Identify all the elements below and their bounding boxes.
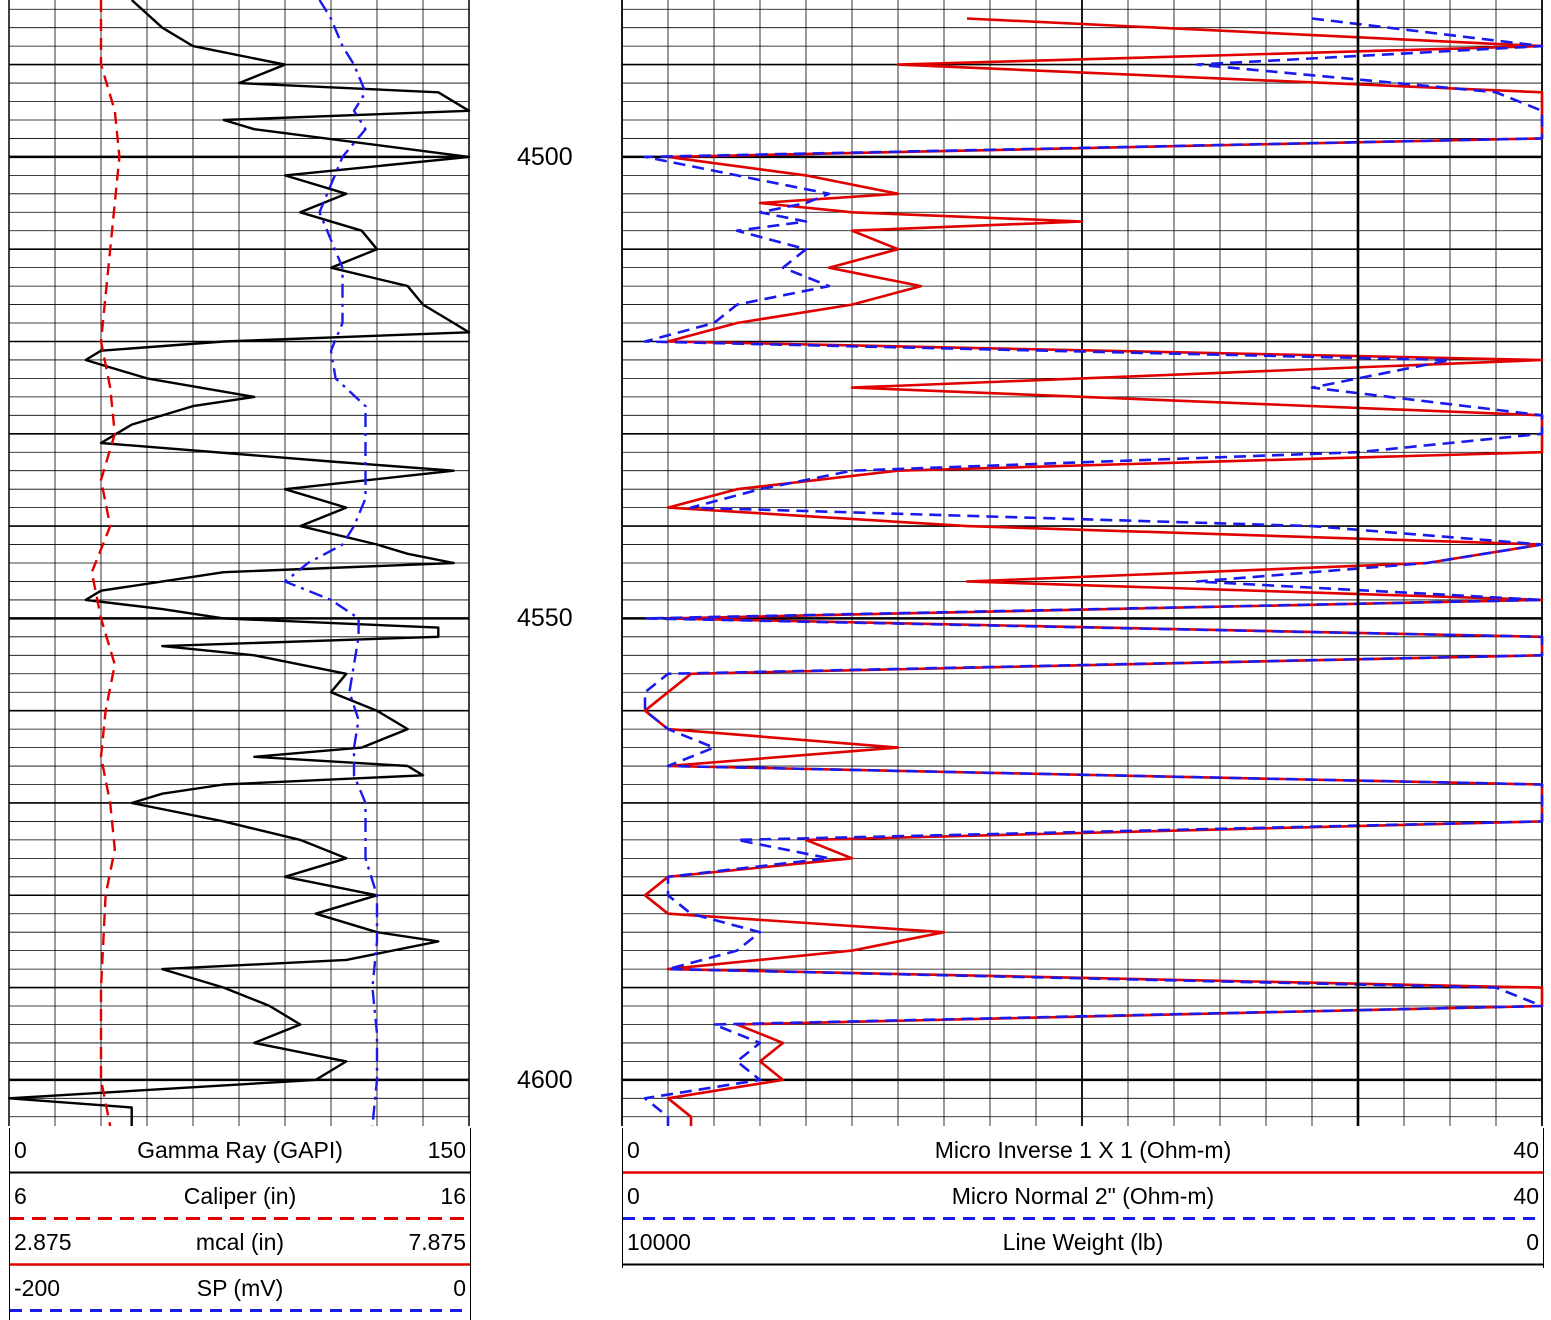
micro-normal-line-sample	[623, 1217, 1543, 1220]
depth-tick-label: 4600	[517, 1065, 573, 1094]
line-weight-max: 0	[1526, 1229, 1539, 1255]
track-1-header: 0 Gamma Ray (GAPI) 150 6 Caliper (in) 16…	[9, 1128, 471, 1320]
gamma-ray-label: Gamma Ray (GAPI)	[137, 1137, 343, 1163]
track-1-grid	[8, 0, 470, 1126]
micro-inverse-1-x-1-ohm-m-curve	[643, 17, 1544, 1126]
header-row-caliper: 6 Caliper (in) 16	[10, 1174, 470, 1220]
header-row-micro-inverse: 0 Micro Inverse 1 X 1 (Ohm-m) 40	[623, 1128, 1543, 1174]
micro-inverse-min: 0	[627, 1137, 640, 1163]
header-row-line-weight: 10000 Line Weight (lb) 0	[623, 1220, 1543, 1266]
caliper-max: 16	[440, 1183, 466, 1209]
gamma-ray-line-sample	[10, 1171, 470, 1174]
header-row-micro-normal: 0 Micro Normal 2" (Ohm-m) 40	[623, 1174, 1543, 1220]
track-1-curves	[7, 0, 471, 1127]
line-weight-min: 10000	[627, 1229, 691, 1255]
header-row-sp: -200 SP (mV) 0	[10, 1266, 470, 1312]
well-log-canvas	[7, 0, 1544, 1127]
micro-normal-max: 40	[1513, 1183, 1539, 1209]
track-2-grid	[621, 0, 1543, 1126]
micro-inverse-label: Micro Inverse 1 X 1 (Ohm-m)	[934, 1137, 1232, 1163]
mcal-label: mcal (in)	[195, 1229, 285, 1255]
caliper-min: 6	[14, 1183, 27, 1209]
header-row-mcal: 2.875 mcal (in) 7.875	[10, 1220, 470, 1266]
sp-label: SP (mV)	[196, 1275, 284, 1301]
caliper-in-curve	[90, 0, 121, 1127]
micro-normal-label: Micro Normal 2" (Ohm-m)	[951, 1183, 1215, 1209]
sp-min: -200	[14, 1275, 61, 1301]
micro-normal-min: 0	[627, 1183, 640, 1209]
gamma-ray-gapi-curve	[7, 0, 471, 1126]
caliper-label: Caliper (in)	[183, 1183, 297, 1209]
track-2-header: 0 Micro Inverse 1 X 1 (Ohm-m) 40 0 Micro…	[622, 1128, 1544, 1268]
line-weight-label: Line Weight (lb)	[1002, 1229, 1164, 1255]
micro-inverse-max: 40	[1513, 1137, 1539, 1163]
depth-tick-label: 4550	[517, 604, 573, 633]
header-row-gamma-ray: 0 Gamma Ray (GAPI) 150	[10, 1128, 470, 1174]
micro-inverse-line-sample	[623, 1171, 1543, 1174]
line-weight-line-sample	[623, 1263, 1543, 1266]
sp-line-sample	[10, 1309, 470, 1312]
track-2-curves	[643, 0, 1544, 1126]
gamma-ray-max: 150	[427, 1137, 466, 1163]
depth-tick-label: 4500	[517, 142, 573, 171]
sp-mv-curve	[283, 0, 379, 1127]
gamma-ray-min: 0	[14, 1137, 27, 1163]
micro-normal-2-ohm-m-curve	[643, 17, 1544, 1126]
mcal-min: 2.875	[14, 1229, 72, 1255]
mcal-max: 7.875	[408, 1229, 466, 1255]
mcal-line-sample	[10, 1263, 470, 1266]
sp-max: 0	[453, 1275, 466, 1301]
caliper-line-sample	[10, 1217, 470, 1220]
